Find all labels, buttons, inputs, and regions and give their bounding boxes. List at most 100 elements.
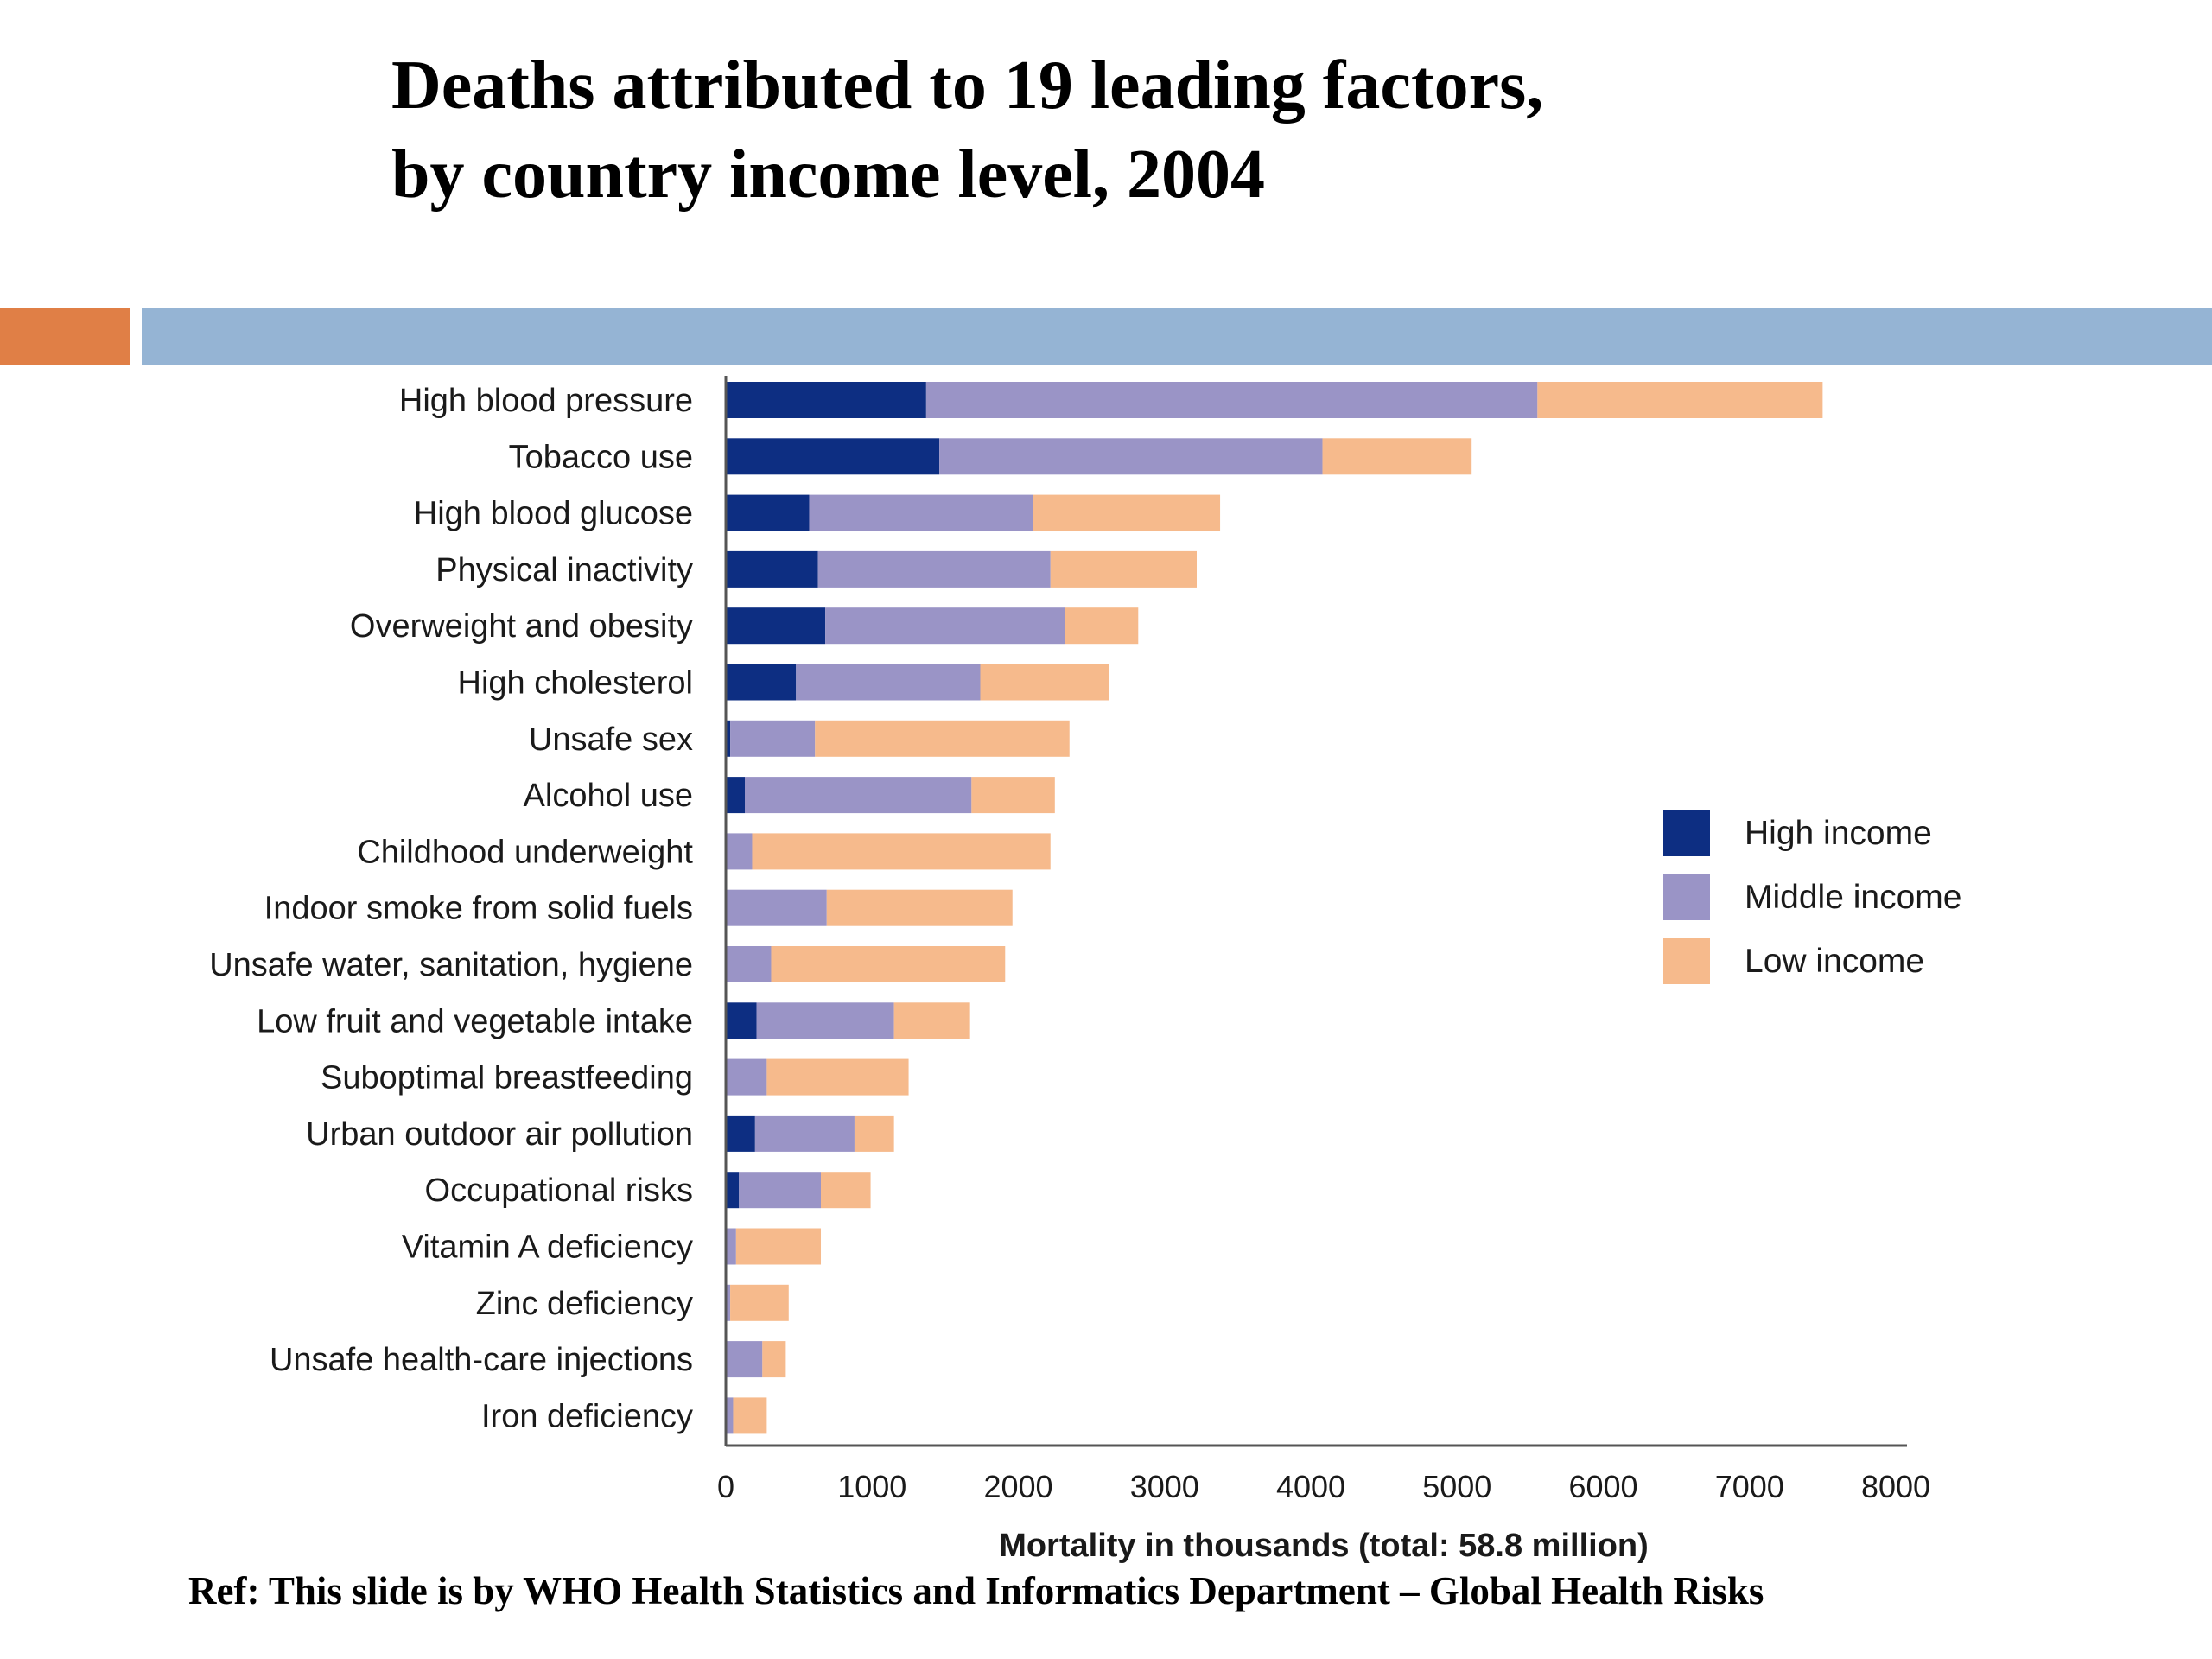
bar-row — [726, 833, 1051, 870]
category-label: Vitamin A deficiency — [402, 1230, 693, 1266]
category-label: Urban outdoor air pollution — [306, 1116, 693, 1153]
bar-segment-low-income — [971, 777, 1055, 814]
bar-segment-high-income — [726, 438, 940, 475]
bar-segment-high-income — [726, 494, 810, 531]
bar-row — [726, 777, 1055, 814]
bar-segment-low-income — [730, 1284, 789, 1321]
category-label: Occupational risks — [425, 1173, 693, 1209]
x-tick-label: 1000 — [837, 1469, 906, 1504]
category-label: Overweight and obesity — [350, 608, 693, 645]
category-label: Unsafe sex — [529, 721, 693, 758]
bar-segment-middle-income — [756, 1002, 894, 1039]
category-label: Tobacco use — [509, 439, 693, 475]
bar-row — [726, 1058, 909, 1096]
bar-segment-middle-income — [817, 550, 1051, 588]
bars-layer — [726, 382, 1823, 1434]
bar-segment-high-income — [726, 550, 818, 588]
bar-segment-middle-income — [726, 1284, 731, 1321]
legend-item: High income — [1663, 810, 1932, 856]
legend-item: Low income — [1663, 938, 1924, 984]
x-tick-label: 0 — [717, 1469, 734, 1504]
title-line-2: by country income level, 2004 — [391, 137, 1265, 213]
legend-item: Middle income — [1663, 874, 1961, 920]
x-tick-label: 7000 — [1715, 1469, 1784, 1504]
bar-segment-middle-income — [825, 607, 1065, 645]
bar-segment-high-income — [726, 1002, 757, 1039]
bar-segment-low-income — [771, 946, 1006, 982]
x-axis: 0 1000 2000 3000 4000 5000 6000 7000 8000 Mortali… — [717, 376, 1930, 1564]
category-label: High cholesterol — [458, 665, 693, 702]
bar-segment-low-income — [1537, 382, 1823, 418]
bar-segment-middle-income — [739, 1172, 822, 1209]
bar-row — [726, 1397, 767, 1434]
category-label: Indoor smoke from solid fuels — [264, 891, 693, 927]
category-label: Unsafe water, sanitation, hygiene — [209, 947, 693, 983]
category-labels: High blood pressure Tobacco use High blood… — [209, 383, 693, 1434]
bar-row — [726, 664, 1109, 701]
bar-segment-low-income — [1322, 438, 1472, 475]
bar-segment-low-income — [1065, 607, 1139, 645]
bar-segment-middle-income — [730, 720, 816, 757]
bar-segment-low-income — [821, 1172, 871, 1209]
bar-segment-low-income — [733, 1397, 767, 1434]
bar-segment-low-income — [826, 889, 1013, 926]
bar-segment-middle-income — [726, 1341, 763, 1378]
bar-row — [726, 1228, 822, 1265]
bar-segment-middle-income — [726, 1397, 734, 1434]
reference-note: Ref: This slide is by WHO Health Statist… — [188, 1569, 1764, 1612]
x-tick-label: 6000 — [1568, 1469, 1637, 1504]
slide-title: Deaths attributed to 19 leading factors,… — [391, 41, 1947, 219]
bar-segment-low-income — [752, 833, 1051, 870]
bar-segment-middle-income — [754, 1115, 855, 1152]
x-tick-label: 8000 — [1861, 1469, 1930, 1504]
bar-segment-low-income — [893, 1002, 970, 1039]
category-label: Unsafe health-care injections — [270, 1342, 693, 1378]
bar-row — [726, 438, 1472, 475]
bar-segment-low-income — [1033, 494, 1221, 531]
bar-segment-middle-income — [939, 438, 1323, 475]
x-axis-title: Mortality in thousands (total: 58.8 mill… — [999, 1528, 1649, 1564]
bar-row — [726, 550, 1197, 588]
category-label: Zinc deficiency — [476, 1286, 693, 1322]
category-label: Childhood underweight — [357, 834, 693, 870]
bar-segment-low-income — [735, 1228, 822, 1265]
bar-segment-middle-income — [726, 1228, 736, 1265]
bar-segment-high-income — [726, 720, 731, 757]
category-label: Suboptimal breastfeeding — [321, 1060, 693, 1096]
category-label: Iron deficiency — [481, 1398, 693, 1434]
legend-label: Low income — [1745, 943, 1924, 980]
bar-segment-high-income — [726, 1172, 740, 1209]
category-label: Low fruit and vegetable intake — [257, 1003, 693, 1039]
bar-segment-middle-income — [726, 946, 772, 982]
bar-row — [726, 720, 1070, 757]
legend-swatch — [1663, 874, 1710, 920]
bar-segment-high-income — [726, 1115, 755, 1152]
bar-segment-high-income — [726, 777, 745, 814]
header-band-accent — [0, 308, 130, 365]
bar-row — [726, 1002, 970, 1039]
bar-row — [726, 494, 1221, 531]
x-tick-label: 2000 — [983, 1469, 1052, 1504]
bar-row — [726, 1341, 786, 1378]
legend-swatch — [1663, 810, 1710, 856]
bar-segment-low-income — [815, 720, 1070, 757]
bar-segment-low-income — [854, 1115, 894, 1152]
bar-segment-high-income — [726, 664, 797, 701]
bar-row — [726, 889, 1013, 926]
category-label: Physical inactivity — [435, 552, 693, 588]
x-tick-label: 4000 — [1276, 1469, 1345, 1504]
bar-segment-middle-income — [925, 382, 1538, 418]
title-line-1: Deaths attributed to 19 leading factors, — [391, 48, 1544, 124]
bar-row — [726, 946, 1006, 982]
bar-row — [726, 1115, 894, 1152]
bar-segment-high-income — [726, 382, 926, 418]
bar-segment-middle-income — [809, 494, 1033, 531]
bar-row — [726, 607, 1139, 645]
bar-segment-low-income — [980, 664, 1109, 701]
legend-label: High income — [1745, 815, 1932, 852]
bar-segment-high-income — [726, 607, 826, 645]
bar-segment-middle-income — [726, 833, 753, 870]
bar-segment-low-income — [762, 1341, 786, 1378]
bar-segment-middle-income — [796, 664, 981, 701]
